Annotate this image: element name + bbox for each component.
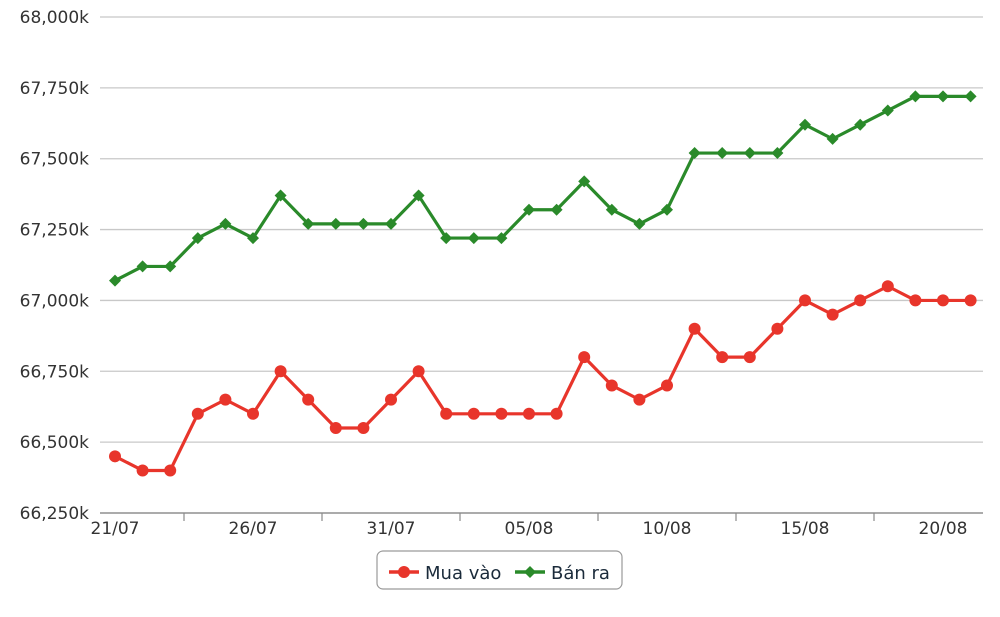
- y-tick-label: 66,750k: [20, 362, 89, 382]
- data-point[interactable]: [440, 232, 453, 245]
- data-point[interactable]: [661, 379, 673, 392]
- data-point[interactable]: [495, 407, 508, 420]
- x-axis: 21/07 26/07 31/07 05/08 10/08 15/08 20/08: [91, 512, 983, 539]
- data-point[interactable]: [164, 260, 177, 273]
- data-point[interactable]: [909, 294, 922, 307]
- data-point[interactable]: [605, 203, 618, 216]
- data-point[interactable]: [881, 104, 894, 117]
- x-tick-label: 05/08: [505, 519, 554, 539]
- y-tick-label: 67,250k: [20, 221, 89, 241]
- y-tick-label: 66,250k: [20, 504, 89, 524]
- series-mua-vao: [109, 280, 977, 477]
- x-tick-label: 20/08: [919, 519, 968, 539]
- series-line: [114, 94, 971, 283]
- data-point[interactable]: [247, 232, 259, 245]
- data-point[interactable]: [605, 379, 618, 392]
- data-point[interactable]: [826, 132, 839, 145]
- data-point[interactable]: [523, 203, 535, 216]
- data-point[interactable]: [302, 393, 315, 406]
- data-point[interactable]: [578, 175, 591, 188]
- x-tick-label: 31/07: [367, 519, 416, 539]
- x-tick-label: 21/07: [91, 519, 140, 539]
- data-point[interactable]: [523, 407, 535, 420]
- data-point[interactable]: [688, 322, 701, 335]
- data-point[interactable]: [136, 260, 149, 273]
- legend-marker-ban-ra: [524, 566, 536, 578]
- y-tick-label: 67,000k: [20, 291, 89, 311]
- data-point[interactable]: [357, 421, 370, 434]
- data-point[interactable]: [412, 365, 425, 378]
- data-point[interactable]: [578, 351, 591, 364]
- data-point[interactable]: [743, 147, 756, 160]
- x-tick-label: 10/08: [643, 519, 692, 539]
- data-point[interactable]: [274, 189, 287, 202]
- data-point[interactable]: [219, 393, 232, 406]
- data-point[interactable]: [440, 407, 453, 420]
- legend-item-mua-vao[interactable]: Mua vào: [389, 563, 501, 584]
- data-point[interactable]: [329, 421, 342, 434]
- data-point[interactable]: [495, 232, 508, 245]
- data-point[interactable]: [467, 232, 480, 245]
- legend-item-ban-ra[interactable]: Bán ra: [515, 563, 610, 584]
- data-point[interactable]: [191, 232, 204, 245]
- data-point[interactable]: [716, 147, 729, 160]
- grid-lines: [100, 16, 983, 514]
- data-point[interactable]: [964, 294, 977, 307]
- data-point[interactable]: [136, 464, 149, 477]
- y-tick-label: 67,500k: [20, 150, 89, 170]
- data-point[interactable]: [937, 90, 949, 103]
- series-ban-ra: [109, 90, 977, 287]
- data-point[interactable]: [357, 217, 370, 230]
- series-line: [114, 284, 971, 473]
- data-point[interactable]: [799, 118, 811, 131]
- data-point[interactable]: [854, 118, 867, 131]
- y-axis: 66,250k 66,500k 66,750k 67,000k 67,250k 67,50…: [20, 8, 89, 524]
- data-point[interactable]: [191, 407, 204, 420]
- data-point[interactable]: [550, 407, 563, 420]
- data-point[interactable]: [964, 90, 977, 103]
- data-point[interactable]: [661, 203, 673, 216]
- x-tick-label: 26/07: [229, 519, 278, 539]
- data-point[interactable]: [302, 217, 315, 230]
- data-point[interactable]: [385, 393, 397, 406]
- legend-box: [376, 550, 623, 590]
- data-point[interactable]: [909, 90, 922, 103]
- legend-label-mua-vao: Mua vào: [425, 563, 501, 584]
- y-tick-label: 66,500k: [20, 433, 89, 453]
- y-tick-label: 67,750k: [20, 79, 89, 99]
- data-point[interactable]: [385, 217, 397, 230]
- data-point[interactable]: [219, 217, 232, 230]
- data-point[interactable]: [109, 274, 121, 287]
- data-point[interactable]: [247, 407, 259, 420]
- data-point[interactable]: [329, 217, 342, 230]
- data-point[interactable]: [274, 365, 287, 378]
- data-point[interactable]: [937, 294, 949, 307]
- legend-marker-mua-vao: [398, 566, 410, 578]
- data-point[interactable]: [467, 407, 480, 420]
- data-point[interactable]: [771, 322, 784, 335]
- data-point[interactable]: [854, 294, 867, 307]
- data-point[interactable]: [716, 351, 729, 364]
- data-point[interactable]: [688, 147, 701, 160]
- data-point[interactable]: [164, 464, 177, 477]
- data-point[interactable]: [633, 393, 646, 406]
- y-tick-label: 68,000k: [20, 8, 89, 28]
- data-point[interactable]: [412, 189, 425, 202]
- data-point[interactable]: [109, 450, 121, 463]
- plot-area: [109, 90, 977, 477]
- legend[interactable]: Mua vào Bán ra: [376, 550, 623, 590]
- data-point[interactable]: [633, 217, 646, 230]
- data-point[interactable]: [799, 294, 811, 307]
- data-point[interactable]: [881, 280, 894, 293]
- x-tick-label: 15/08: [781, 519, 830, 539]
- data-point[interactable]: [771, 147, 784, 160]
- legend-label-ban-ra: Bán ra: [551, 563, 610, 584]
- data-point[interactable]: [743, 351, 756, 364]
- data-point[interactable]: [826, 308, 839, 321]
- data-point[interactable]: [550, 203, 563, 216]
